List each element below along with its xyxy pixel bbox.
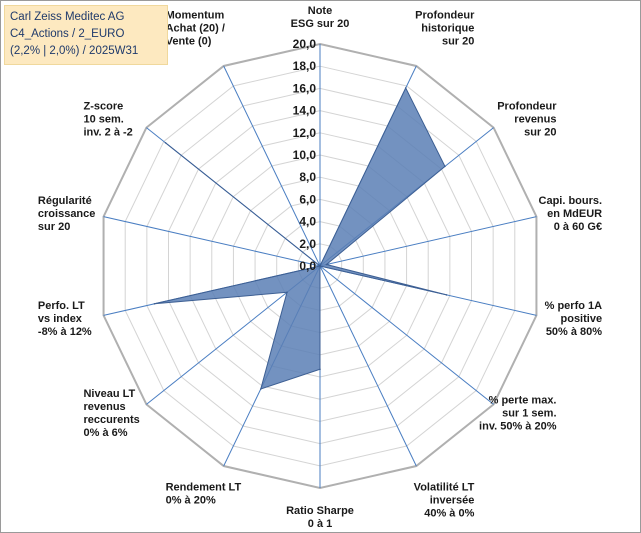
category-label: Note ESG sur 20	[291, 5, 350, 30]
category-label-line: 50% à 80%	[546, 326, 602, 338]
data-point	[164, 142, 167, 144]
category-label-line: Niveau LT	[83, 388, 135, 400]
category-label-line: Achat (20) /	[166, 22, 225, 34]
category-label-line: Régularité	[38, 195, 92, 207]
data-point	[259, 388, 262, 390]
category-label-line: Perfo. LT	[38, 300, 85, 312]
category-label-line: 0% à 6%	[83, 427, 127, 439]
tick-label: 6,0	[299, 192, 316, 206]
category-label-line: revenus	[83, 401, 125, 413]
category-label: Profondeur revenus sur 20	[497, 100, 557, 138]
category-label-line: ESG sur 20	[291, 18, 350, 30]
category-label: Ratio Sharpe 0 à 1	[286, 505, 354, 530]
category-label-line: reccurents	[83, 414, 139, 426]
category-label-line: revenus	[514, 113, 556, 125]
category-label: Perfo. LT vs index -8% à 12%	[38, 300, 92, 338]
category-label-line: sur 1 sem.	[502, 408, 556, 420]
category-label-line: vs index	[38, 313, 83, 325]
category-label-line: historique	[421, 22, 474, 34]
category-label-line: Momentum	[166, 9, 225, 21]
category-label-line: 0 à 1	[308, 518, 332, 530]
category-label-line: sur 20	[38, 221, 70, 233]
category-label-line: en MdEUR	[547, 208, 602, 220]
category-label-line: 10 sem.	[83, 113, 123, 125]
category-label-line: Profondeur	[415, 9, 475, 21]
category-label-line: 0 à 60 G€	[554, 221, 602, 233]
category-label-line: Ratio Sharpe	[286, 505, 354, 517]
series-layer	[153, 86, 448, 390]
category-label: Z-score 10 sem. inv. 2 à -2	[83, 100, 132, 138]
category-label-line: sur 20	[442, 35, 474, 47]
category-label-line: Capi. bours.	[539, 195, 603, 207]
tick-label: 20,0	[293, 37, 317, 51]
company-name: Carl Zeiss Meditec AG	[10, 11, 125, 23]
category-label-line: inv. 2 à -2	[83, 126, 132, 138]
category-label: Niveau LT revenus reccurents 0% à 6%	[83, 388, 139, 439]
category-label-line: Note	[308, 5, 332, 17]
data-point	[319, 368, 321, 371]
axis-spoke	[319, 265, 417, 467]
tick-label: 14,0	[293, 104, 317, 118]
tick-label: 2,0	[299, 237, 316, 251]
category-label-line: croissance	[38, 208, 95, 220]
tick-label: 12,0	[293, 126, 317, 140]
chart-title-box: Carl Zeiss Meditec AG C4_Actions / 2_EUR…	[4, 5, 168, 65]
data-point	[286, 291, 288, 294]
category-line: C4_Actions / 2_EURO	[10, 28, 125, 40]
category-label-line: % perfo 1A	[545, 300, 603, 312]
category-label: Profondeur historique sur 20	[415, 9, 475, 47]
data-point	[404, 87, 407, 89]
category-label-line: 0% à 20%	[166, 495, 216, 507]
category-label: Rendement LT 0% à 20%	[166, 482, 242, 507]
category-label-line: inv. 50% à 20%	[479, 421, 557, 433]
category-label-line: positive	[561, 313, 603, 325]
category-label-line: Z-score	[83, 100, 123, 112]
category-label: % perfo 1A positive 50% à 80%	[545, 300, 603, 338]
axis-spoke	[103, 216, 321, 267]
category-label-line: inversée	[430, 495, 475, 507]
data-point	[325, 263, 328, 266]
category-label: Régularité croissance sur 20	[38, 195, 95, 233]
data-point	[445, 294, 448, 296]
tick-label: 16,0	[293, 81, 317, 95]
tick-label: 18,0	[293, 59, 317, 73]
axis-spoke	[223, 65, 321, 267]
category-label-line: % perte max.	[489, 395, 557, 407]
data-point	[444, 165, 446, 168]
axis-spoke	[319, 265, 494, 405]
data-point	[319, 265, 321, 267]
axis-spoke	[319, 216, 537, 267]
period-line: (2,2% | 2,0%) / 2025W31	[10, 45, 139, 57]
data-point	[153, 302, 156, 305]
category-label-line: sur 20	[524, 126, 556, 138]
category-label-line: Vente (0)	[166, 35, 212, 47]
category-label: Volatilité LT inversée 40% à 0%	[414, 482, 475, 520]
category-label: Capi. bours. en MdEUR 0 à 60 G€	[539, 195, 603, 233]
category-label-line: -8% à 12%	[38, 326, 92, 338]
tick-label: 0,0	[299, 259, 316, 273]
category-label-line: Volatilité LT	[414, 482, 475, 494]
tick-label: 10,0	[293, 148, 317, 162]
tick-layer: 0,0 2,0 4,0 6,0 8,0 10,0 12,0 14,0 16,0 18,0 20,0	[293, 37, 317, 273]
tick-label: 4,0	[299, 215, 316, 229]
tick-label: 8,0	[299, 170, 316, 184]
category-label-line: Rendement LT	[166, 482, 242, 494]
category-label-line: 40% à 0%	[424, 508, 474, 520]
category-label: Momentum Achat (20) / Vente (0)	[166, 9, 225, 47]
category-label-line: Profondeur	[497, 100, 557, 112]
category-label: % perte max. sur 1 sem. inv. 50% à 20%	[479, 395, 557, 433]
